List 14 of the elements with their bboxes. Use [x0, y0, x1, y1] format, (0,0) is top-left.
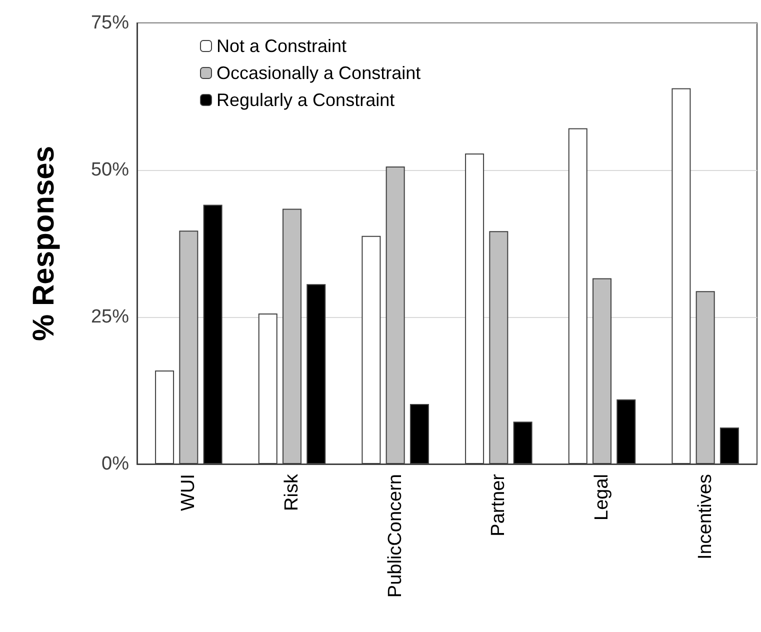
x-tick-label: WUI — [178, 474, 200, 511]
y-tick-label: 25% — [90, 306, 130, 328]
y-tick-label: 0% — [102, 454, 130, 474]
x-tick-label: Risk — [282, 474, 302, 511]
y-axis-title: % Responses — [28, 146, 60, 342]
x-tick-label: Incentives — [694, 474, 716, 560]
legend-label: Not a Constraint — [216, 36, 347, 56]
x-tick-label: Legal — [592, 474, 612, 520]
y-tick-label: 75% — [90, 12, 130, 34]
x-tick-label: Partner — [488, 473, 510, 536]
x-tick-label: PublicConcern — [384, 474, 406, 598]
y-tick-label: 50% — [90, 160, 130, 180]
legend-label: Occasionally a Constraint — [216, 63, 421, 83]
legend-label: Regularly a Constraint — [216, 90, 395, 110]
